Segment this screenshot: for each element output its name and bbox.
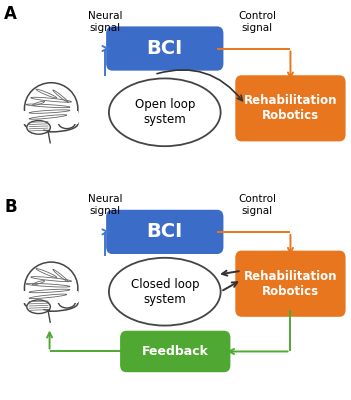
FancyBboxPatch shape xyxy=(120,331,230,372)
Text: BCI: BCI xyxy=(147,39,183,58)
Bar xyxy=(21,291,78,303)
Ellipse shape xyxy=(25,262,78,314)
Ellipse shape xyxy=(25,116,78,132)
Bar xyxy=(21,123,78,136)
Text: Neural
signal: Neural signal xyxy=(88,11,123,32)
Ellipse shape xyxy=(27,120,50,134)
Text: A: A xyxy=(4,5,17,23)
FancyBboxPatch shape xyxy=(235,251,346,317)
Ellipse shape xyxy=(58,296,75,308)
Text: Control
signal: Control signal xyxy=(238,11,276,32)
FancyBboxPatch shape xyxy=(235,75,346,142)
Ellipse shape xyxy=(109,258,221,326)
Ellipse shape xyxy=(25,83,78,135)
FancyBboxPatch shape xyxy=(106,210,224,254)
Bar xyxy=(21,302,78,315)
Text: BCI: BCI xyxy=(147,222,183,241)
Text: Open loop
system: Open loop system xyxy=(134,98,195,126)
Ellipse shape xyxy=(109,78,221,146)
Text: Closed loop
system: Closed loop system xyxy=(131,278,199,306)
Ellipse shape xyxy=(25,295,78,311)
Text: Rehabilitation
Robotics: Rehabilitation Robotics xyxy=(244,270,337,298)
Text: Rehabilitation
Robotics: Rehabilitation Robotics xyxy=(244,94,337,122)
Text: B: B xyxy=(4,198,17,216)
Ellipse shape xyxy=(27,300,50,314)
Ellipse shape xyxy=(58,116,75,129)
Text: Feedback: Feedback xyxy=(142,345,209,358)
Text: Neural
signal: Neural signal xyxy=(88,194,123,216)
FancyBboxPatch shape xyxy=(106,26,224,71)
Bar xyxy=(21,111,78,124)
Text: Control
signal: Control signal xyxy=(238,194,276,216)
